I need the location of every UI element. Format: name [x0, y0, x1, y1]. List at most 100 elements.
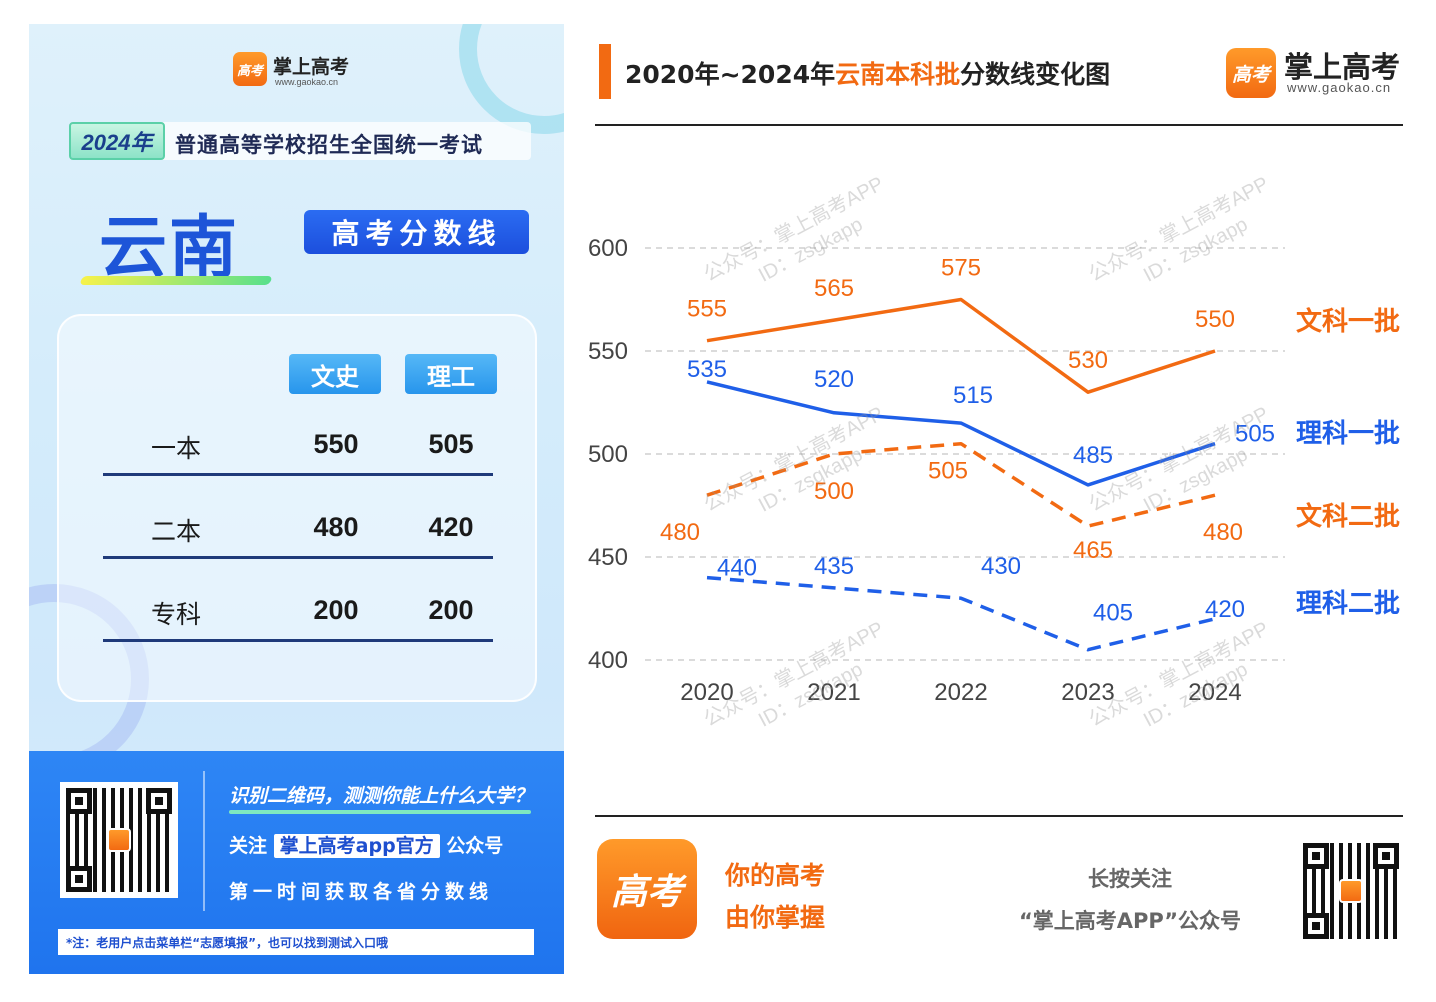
x-tick-label: 2020	[680, 679, 733, 706]
x-tick-label: 2021	[807, 679, 860, 706]
score-cell: 550	[313, 429, 359, 459]
data-label: 480	[1203, 519, 1243, 546]
x-tick-label: 2023	[1061, 679, 1114, 706]
row-divider	[103, 556, 493, 559]
footer-divider	[203, 771, 205, 911]
qr-pattern	[66, 788, 172, 892]
data-label: 530	[1068, 347, 1108, 374]
series-line-3	[706, 441, 1216, 528]
y-tick-label: 550	[588, 338, 628, 365]
poster-footer: 识别二维码，测测你能上什么大学？ 关注 掌上高考app官方 公众号 第一时间获取…	[29, 751, 564, 974]
series-line-4	[706, 575, 1216, 652]
exam-name: 普通高等学校招生全国统一考试	[175, 133, 483, 157]
series-label: 理科二批	[1296, 589, 1400, 619]
brand-name: 掌上高考	[273, 56, 350, 78]
data-label: 430	[981, 553, 1021, 580]
y-tick-label: 500	[588, 441, 628, 468]
poster-brand: 高考 掌上高考 www.gaokao.cn	[29, 52, 564, 92]
data-label: 565	[814, 275, 854, 302]
qr-logo-icon	[107, 828, 131, 852]
title-accent: 云南本科批	[835, 60, 961, 89]
footer-divider	[595, 815, 1403, 817]
slogan-line: 你的高考	[725, 861, 826, 890]
row-label-erben: 二本	[151, 517, 202, 546]
title-underline	[79, 276, 273, 285]
year-badge: 2024年	[69, 122, 165, 160]
data-label: 440	[717, 555, 757, 582]
data-label: 485	[1073, 442, 1113, 469]
brand-url: www.gaokao.cn	[275, 77, 339, 87]
y-tick-label: 450	[588, 544, 628, 571]
follow-post: 公众号	[446, 835, 504, 857]
app-logo-icon[interactable]: 高考	[597, 839, 697, 939]
chart-title: 2020年~2024年云南本科批分数线变化图	[625, 55, 1110, 91]
data-label: 420	[1205, 596, 1245, 623]
promo-follow: 长按关注 “掌上高考APP”公众号	[985, 858, 1275, 942]
x-tick-label: 2022	[934, 679, 987, 706]
row-divider	[103, 473, 493, 476]
row-divider	[103, 639, 493, 642]
follow-line: 长按关注	[1088, 867, 1172, 891]
account-name: 掌上高考app官方	[273, 834, 440, 858]
y-tick-label: 400	[588, 647, 628, 674]
header-divider	[595, 124, 1403, 126]
data-label: 500	[814, 478, 854, 505]
title-post: 分数线变化图	[960, 60, 1111, 89]
exam-banner: 2024年 普通高等学校招生全国统一考试	[69, 122, 531, 160]
qr-code[interactable]	[1303, 843, 1399, 939]
series-label: 理科一批	[1296, 419, 1400, 449]
qr-pattern	[1303, 843, 1399, 939]
score-cell: 200	[313, 595, 359, 625]
score-cell: 480	[313, 512, 359, 542]
title-pre: 2020年~2024年	[625, 60, 836, 89]
data-label: 465	[1073, 537, 1113, 564]
score-cell: 200	[428, 595, 474, 625]
data-label: 535	[687, 356, 727, 383]
qr-finder	[66, 866, 92, 892]
series-label: 文科二批	[1296, 501, 1400, 532]
score-table: 文史 理工 一本 550 505 二本 480 420 专科 200 200	[57, 314, 537, 702]
data-label: 515	[953, 382, 993, 409]
score-cell: 505	[428, 429, 474, 459]
data-label: 550	[1195, 306, 1235, 333]
brand-name: 掌上高考	[1284, 50, 1401, 84]
title-accent-bar	[599, 44, 611, 99]
data-label: 505	[1235, 421, 1275, 448]
y-tick-label: 600	[588, 235, 628, 262]
line-chart: 400 450 500 550 600 2020 2021 2022 2023 2024 555 56…	[588, 235, 1400, 706]
qr-finder	[1303, 913, 1329, 939]
footer-cta: 识别二维码，测测你能上什么大学？	[229, 785, 534, 807]
qr-logo-icon	[1339, 879, 1363, 903]
score-poster: 高考 掌上高考 www.gaokao.cn 2024年 普通高等学校招生全国统一…	[29, 24, 564, 974]
data-label: 505	[928, 458, 968, 485]
data-label: 480	[660, 519, 700, 546]
row-label-zhuanke: 专科	[151, 600, 202, 629]
footer-follow: 关注 掌上高考app官方 公众号	[229, 831, 503, 858]
data-label: 435	[814, 553, 854, 580]
data-label: 575	[941, 255, 981, 282]
qr-code[interactable]	[60, 782, 178, 898]
follow-pre: 关注	[229, 835, 268, 857]
series-label: 文科一批	[1296, 306, 1400, 337]
data-label: 555	[687, 296, 727, 323]
score-line-pill: 高考分数线	[304, 210, 529, 254]
qr-finder	[1373, 843, 1399, 869]
slogan-line: 由你掌握	[725, 903, 826, 932]
cta-underline	[229, 810, 531, 814]
column-header-ligong: 理工	[405, 354, 497, 394]
qr-finder	[1303, 843, 1329, 869]
data-label: 405	[1093, 600, 1133, 627]
footer-info: 第一时间获取各省分数线	[229, 881, 494, 903]
series-line-2	[706, 380, 1216, 487]
promo-slogan: 你的高考 由你掌握	[725, 855, 825, 939]
qr-finder	[66, 788, 92, 814]
score-cell: 420	[428, 512, 474, 542]
series-line-1	[706, 297, 1216, 394]
gaokao-logo-icon: 高考	[1226, 48, 1276, 98]
row-label-yiben: 一本	[151, 434, 202, 463]
brand-url: www.gaokao.cn	[1287, 80, 1392, 95]
qr-finder	[146, 788, 172, 814]
footer-note: *注：老用户点击菜单栏“志愿填报”，也可以找到测试入口哦	[58, 929, 534, 955]
follow-line: “掌上高考APP”公众号	[1018, 909, 1242, 933]
column-header-wenshi: 文史	[289, 354, 381, 394]
